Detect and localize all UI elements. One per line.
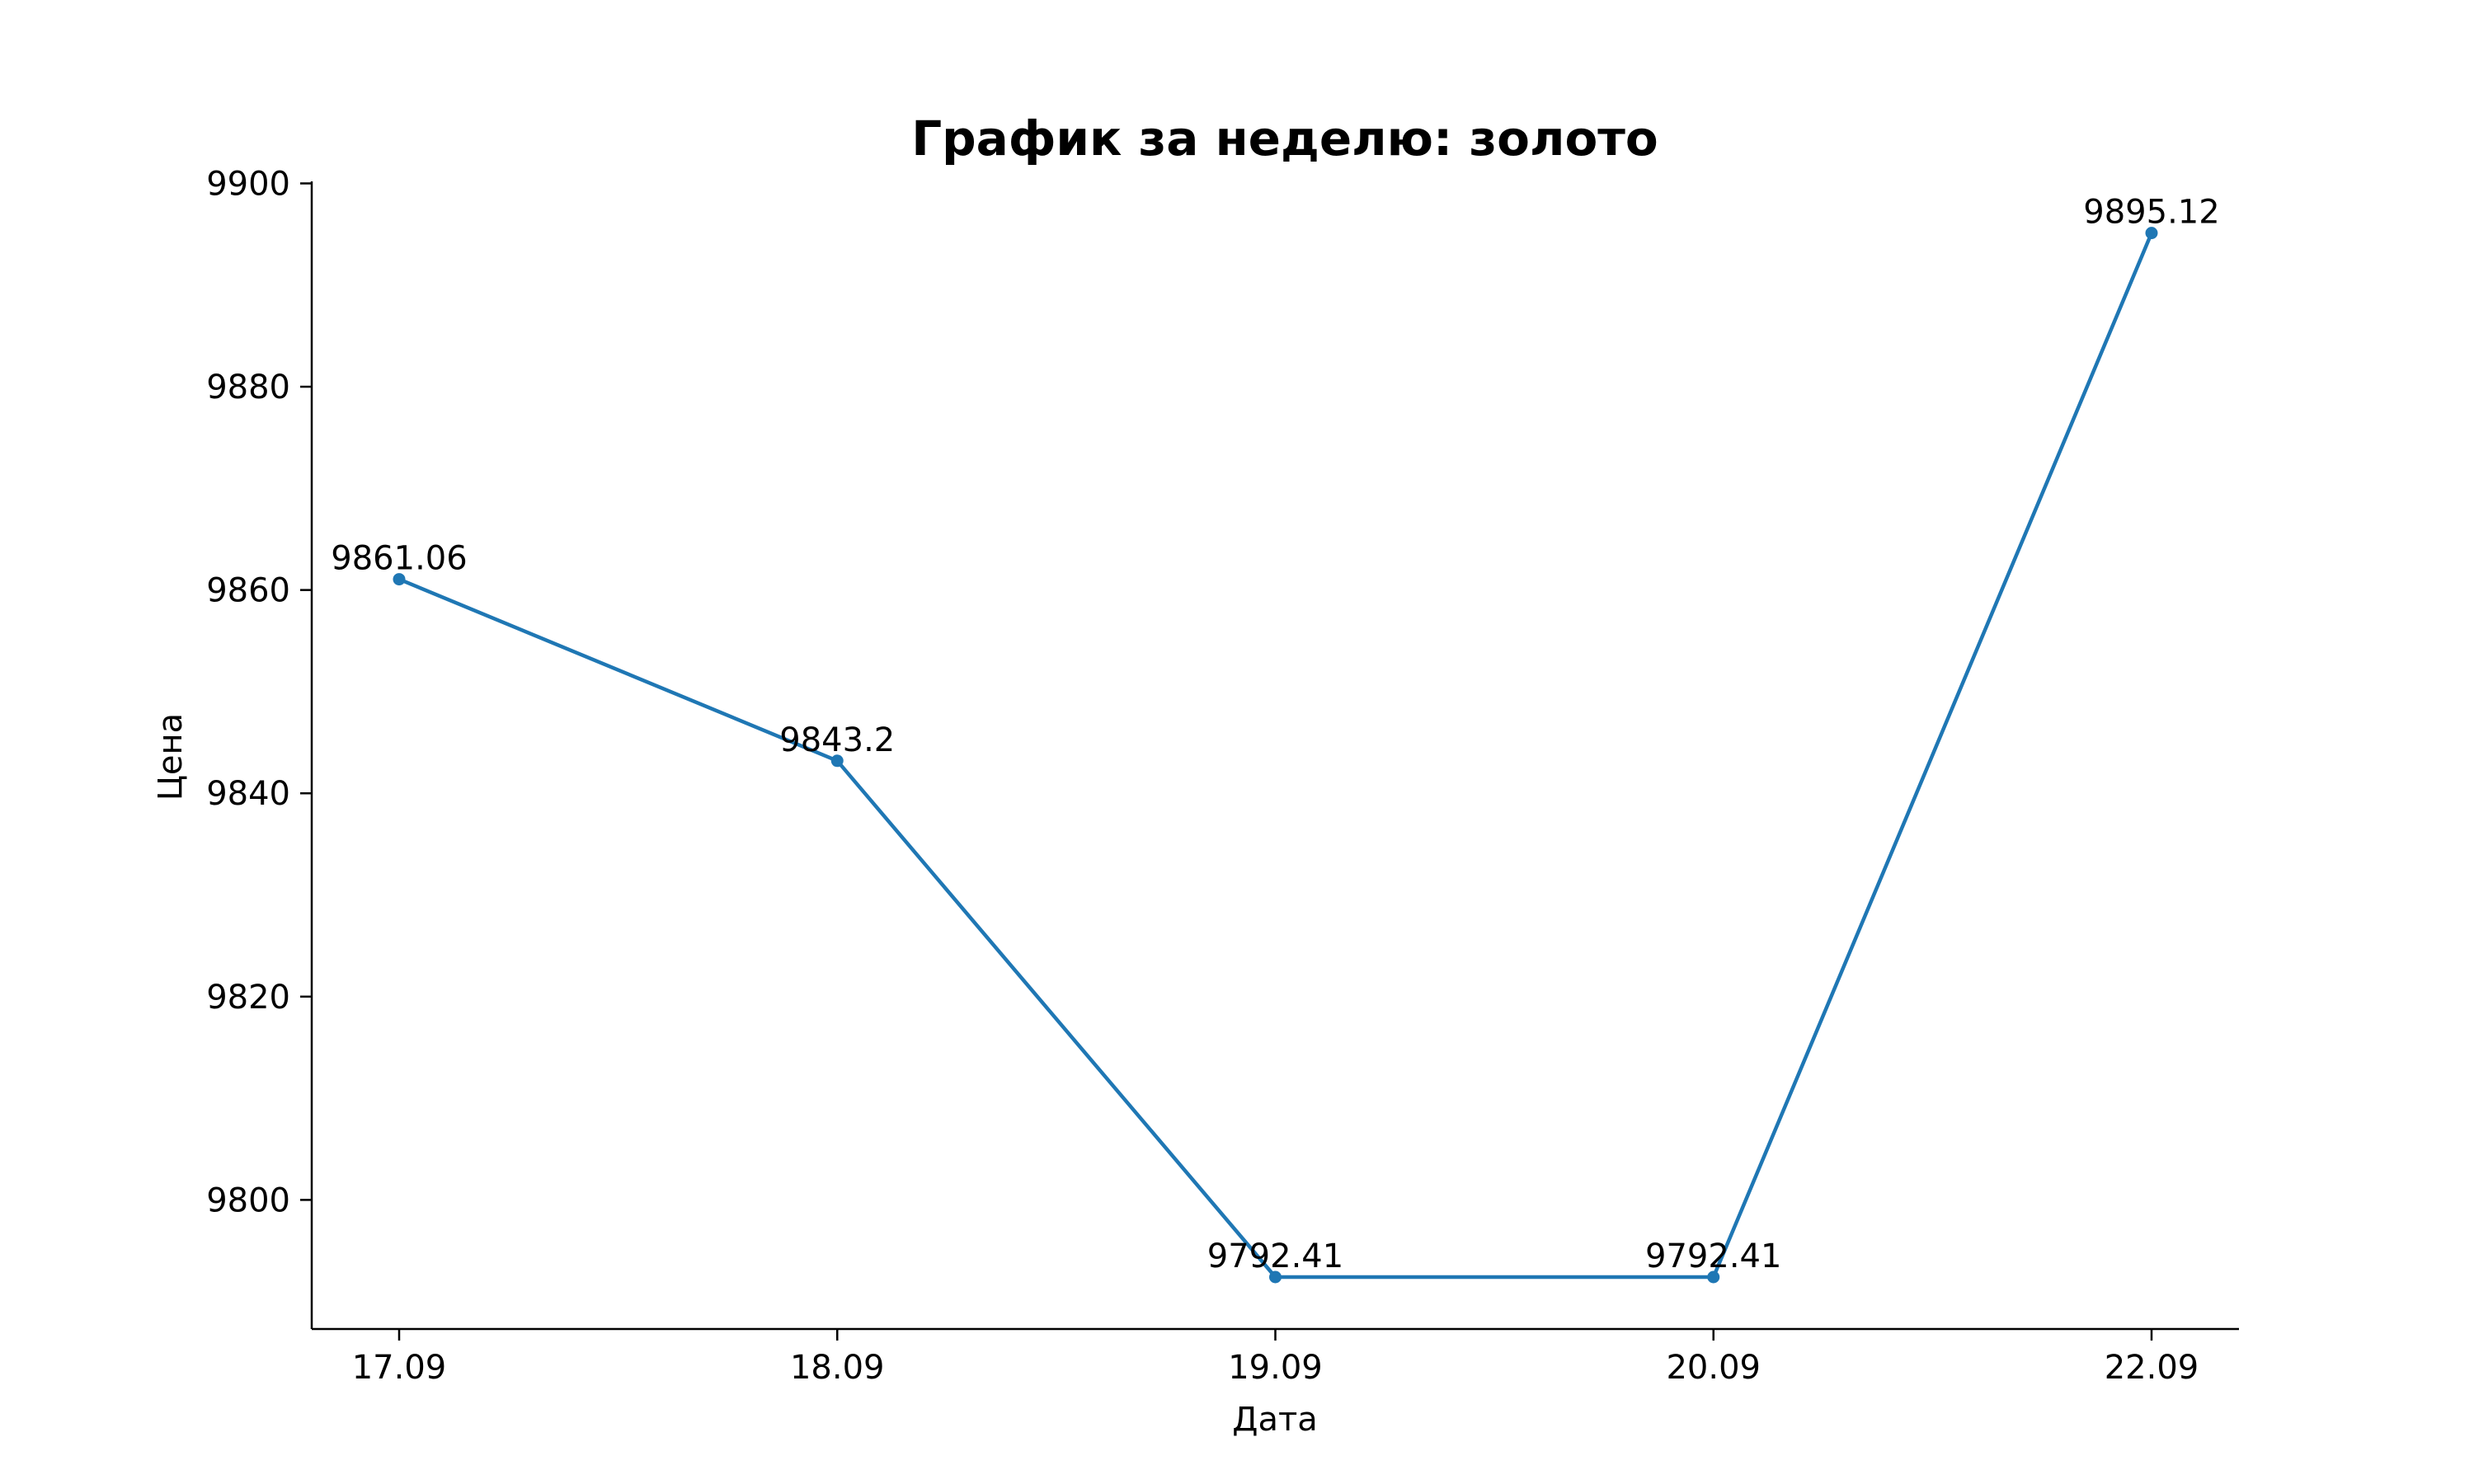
data-point xyxy=(2145,227,2158,240)
data-point xyxy=(830,754,844,768)
data-label: 9843.2 xyxy=(779,721,895,759)
x-tick-label: 17.09 xyxy=(352,1349,447,1387)
x-tick-label: 20.09 xyxy=(1666,1349,1761,1387)
y-axis-label: Цена xyxy=(152,713,190,801)
y-tick-label: 9820 xyxy=(206,979,290,1017)
series-group xyxy=(393,227,2158,1284)
chart-title: График за неделю: золото xyxy=(911,110,1658,167)
data-label: 9792.41 xyxy=(1207,1237,1343,1275)
series-line xyxy=(398,232,2154,1280)
x-ticks: 17.09 18.09 19.09 20.09 22.09 xyxy=(352,1329,2199,1387)
y-tick-label: 9900 xyxy=(206,165,290,203)
data-point xyxy=(1707,1270,1720,1284)
axes xyxy=(310,181,2239,1331)
x-tick-label: 22.09 xyxy=(2105,1349,2199,1387)
data-point xyxy=(1269,1270,1282,1284)
data-label: 9792.41 xyxy=(1645,1237,1781,1275)
y-tick-label: 9880 xyxy=(206,369,290,406)
y-tick-label: 9860 xyxy=(206,572,290,610)
y-ticks: 9800 9820 9840 9860 9880 9900 xyxy=(206,165,312,1219)
data-label: 9861.06 xyxy=(331,540,467,578)
y-tick-label: 9800 xyxy=(206,1181,290,1219)
data-labels: 9861.06 9843.2 9792.41 9792.41 9895.12 xyxy=(331,194,2219,1275)
data-point xyxy=(393,573,406,586)
x-tick-label: 19.09 xyxy=(1228,1349,1323,1387)
data-label: 9895.12 xyxy=(2083,194,2219,232)
x-axis-label: Дата xyxy=(1232,1401,1318,1439)
y-tick-label: 9840 xyxy=(206,775,290,813)
x-tick-label: 18.09 xyxy=(790,1349,885,1387)
